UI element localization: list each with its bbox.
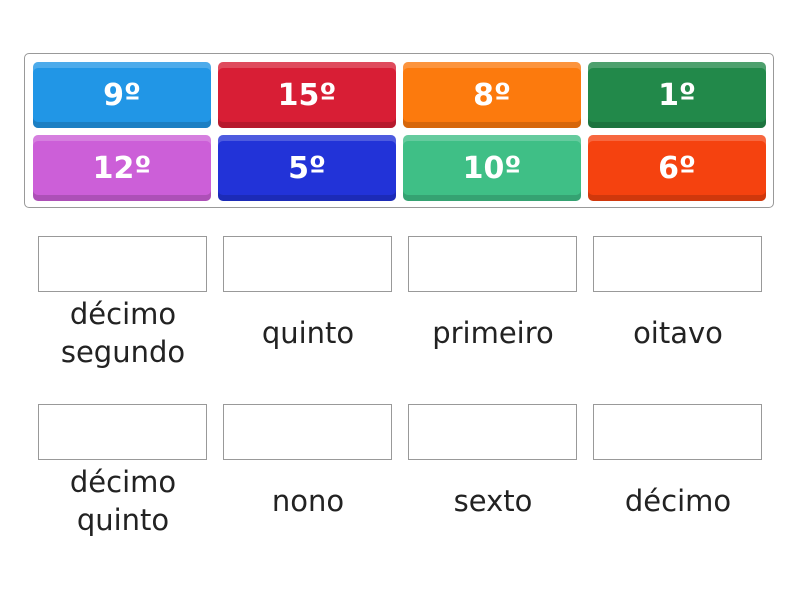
drop-slot[interactable] (38, 236, 207, 292)
target-label: décimo segundo (60, 297, 186, 369)
target-label: quinto (261, 316, 355, 350)
target-label: oitavo (633, 316, 723, 350)
drop-slot[interactable] (593, 236, 762, 292)
target-label: nono (271, 484, 345, 518)
drop-slot[interactable] (223, 236, 392, 292)
target-label: sexto (453, 484, 533, 518)
target-label: primeiro (432, 316, 554, 350)
answer-tile[interactable]: 6º (588, 135, 766, 201)
answer-tile[interactable]: 1º (588, 62, 766, 128)
drop-slot[interactable] (408, 236, 577, 292)
answer-tile[interactable]: 15º (218, 62, 396, 128)
tile-tray (24, 53, 774, 208)
answer-tile[interactable]: 12º (33, 135, 211, 201)
target-label: décimo (624, 484, 732, 518)
drop-slot[interactable] (593, 404, 762, 460)
answer-tile[interactable]: 10º (403, 135, 581, 201)
answer-tile[interactable]: 9º (33, 62, 211, 128)
answer-tile[interactable]: 5º (218, 135, 396, 201)
target-label: décimo quinto (69, 465, 177, 537)
drop-slot[interactable] (408, 404, 577, 460)
answer-tile[interactable]: 8º (403, 62, 581, 128)
drop-slot[interactable] (223, 404, 392, 460)
drop-slot[interactable] (38, 404, 207, 460)
